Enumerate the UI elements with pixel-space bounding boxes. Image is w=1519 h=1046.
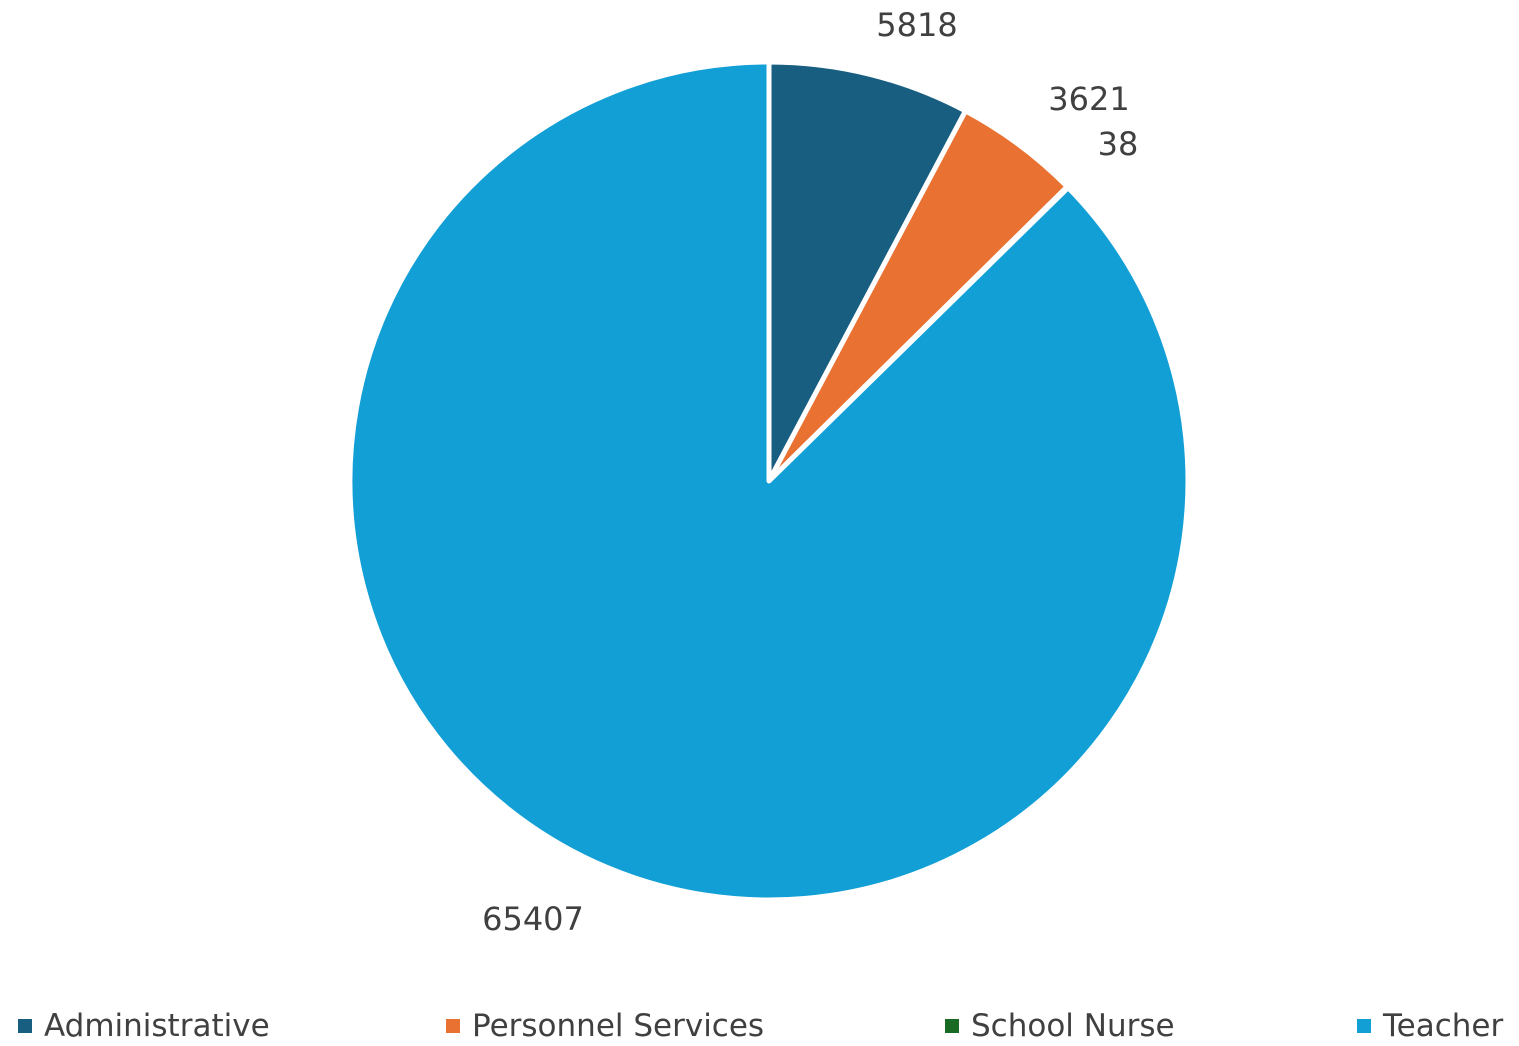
pie-slice-teacher <box>347 59 1191 903</box>
data-label-school-nurse: 38 <box>1098 125 1139 163</box>
data-label-teacher: 65407 <box>482 900 584 938</box>
legend-item-personnel-services: Personnel Services <box>446 1006 764 1046</box>
data-label-administrative: 5818 <box>876 6 957 44</box>
pie-chart: 5818 3621 38 65407 <box>347 6 1191 938</box>
legend-item-teacher: Teacher <box>1357 1006 1503 1046</box>
legend-label-teacher: Teacher <box>1383 1008 1504 1044</box>
legend-label-personnel-services: Personnel Services <box>472 1008 765 1044</box>
legend-swatch-school-nurse <box>945 1019 959 1033</box>
legend-item-school-nurse: School Nurse <box>945 1006 1175 1046</box>
pie-slice-administrative <box>766 59 969 484</box>
legend-item-administrative: Administrative <box>18 1006 270 1046</box>
legend-label-administrative: Administrative <box>44 1008 270 1044</box>
legend-swatch-administrative <box>18 1019 32 1033</box>
data-label-personnel-services: 3621 <box>1048 80 1129 118</box>
legend: Administrative Personnel Services School… <box>0 1006 1519 1046</box>
legend-swatch-personnel-services <box>446 1019 460 1033</box>
legend-swatch-teacher <box>1357 1019 1371 1033</box>
legend-label-school-nurse: School Nurse <box>971 1008 1175 1044</box>
